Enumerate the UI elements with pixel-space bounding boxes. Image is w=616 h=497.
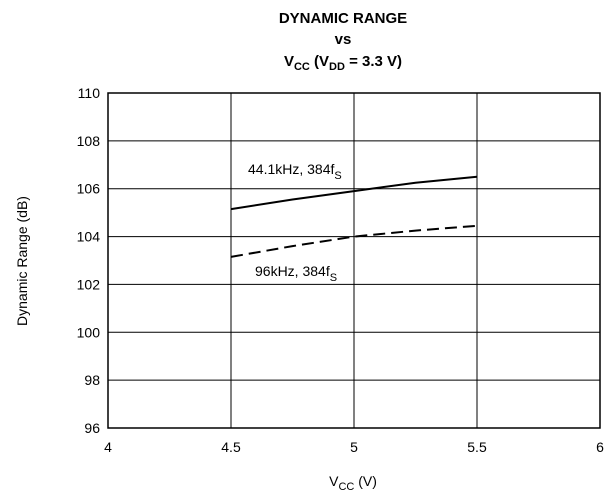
series-label-44-1khz-main: 44.1kHz, 384f [248,161,334,177]
series-label-44-1khz: 44.1kHz, 384fS [248,161,342,182]
chart-title-line3: VCC (VDD = 3.3 V) [284,53,402,73]
series-label-96khz-sub: S [330,272,337,284]
y-tick-label: 104 [77,229,101,245]
series-label-96khz-main: 96kHz, 384f [255,263,330,279]
y-tick-label: 102 [77,276,101,292]
x-tick-label: 5 [350,439,358,455]
series-label-96khz: 96kHz, 384fS [255,263,337,284]
x-axis-label: VCC (V) [329,473,377,493]
y-tick-labels: 96 98 100 102 104 106 108 110 [77,85,101,436]
chart-title-line2: vs [335,31,352,48]
x-tick-label: 5.5 [467,439,487,455]
y-tick-label: 98 [84,372,100,388]
y-axis-label: Dynamic Range (dB) [14,196,30,326]
title-v: V [284,53,294,70]
y-tick-label: 96 [84,420,100,436]
title-mid: (V [310,53,329,70]
y-tick-label: 108 [77,133,101,149]
series-line-96khz [230,224,478,258]
series-lines [230,175,478,258]
y-tick-label: 106 [77,181,101,197]
title-sub-dd: DD [329,61,345,73]
x-tick-label: 4 [104,439,112,455]
x-axis-label-sub: CC [338,481,354,493]
x-axis-label-unit: (V) [354,473,377,489]
y-tick-label: 110 [78,85,101,101]
series-label-44-1khz-sub: S [334,170,341,182]
plot-frame [107,92,601,429]
x-tick-labels: 4 4.5 5 5.5 6 [104,439,604,455]
grid [107,92,601,429]
x-tick-label: 4.5 [221,439,241,455]
chart-title-line1: DYNAMIC RANGE [279,10,407,27]
x-tick-label: 6 [596,439,604,455]
title-post: = 3.3 V) [345,53,402,70]
y-tick-label: 100 [77,324,101,340]
series-line-44-1khz [230,175,478,211]
x-axis-label-v: V [329,473,339,489]
title-sub-cc: CC [294,61,310,73]
